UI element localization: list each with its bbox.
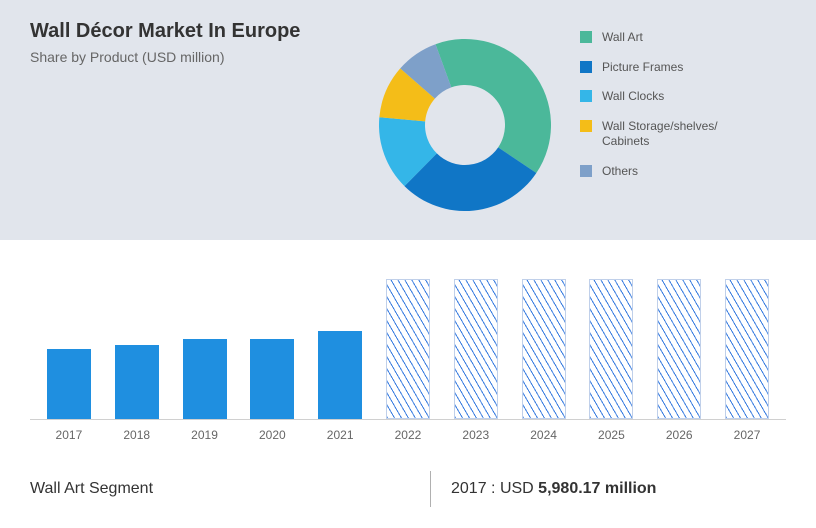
bar-column xyxy=(103,345,171,419)
bar-solid xyxy=(318,331,362,419)
legend-item: Picture Frames xyxy=(580,60,786,76)
legend-swatch xyxy=(580,31,592,43)
bar-forecast xyxy=(657,279,701,419)
legend-swatch xyxy=(580,61,592,73)
footer-section: Wall Art Segment 2017 : USD 5,980.17 mil… xyxy=(0,450,816,528)
page-title: Wall Décor Market In Europe xyxy=(30,20,360,43)
bar-labels: 2017201820192020202120222023202420252026… xyxy=(30,420,786,442)
donut-svg xyxy=(375,35,555,215)
legend-swatch xyxy=(580,90,592,102)
bar-chart xyxy=(30,270,786,420)
bar-x-label: 2020 xyxy=(238,428,306,442)
bar-x-label: 2026 xyxy=(645,428,713,442)
segment-amount: 5,980.17 million xyxy=(538,480,656,497)
bar-forecast xyxy=(725,279,769,419)
bar-column xyxy=(713,279,781,419)
bar-forecast xyxy=(386,279,430,419)
bar-x-label: 2022 xyxy=(374,428,442,442)
bar-section: 2017201820192020202120222023202420252026… xyxy=(0,240,816,450)
bar-column xyxy=(238,339,306,419)
bar-solid xyxy=(115,345,159,419)
donut-slice xyxy=(436,39,551,173)
bar-column xyxy=(171,339,239,419)
bar-forecast xyxy=(589,279,633,419)
donut-legend: Wall Art Picture Frames Wall Clocks Wall St… xyxy=(570,20,786,230)
segment-value: 2017 : USD 5,980.17 million xyxy=(451,480,656,498)
legend-label: Wall Art xyxy=(602,30,643,46)
legend-item: Wall Art xyxy=(580,30,786,46)
bar-x-label: 2025 xyxy=(578,428,646,442)
bar-x-label: 2017 xyxy=(35,428,103,442)
bar-x-label: 2021 xyxy=(306,428,374,442)
legend-item: Others xyxy=(580,164,786,180)
donut-chart xyxy=(360,20,570,230)
page-subtitle: Share by Product (USD million) xyxy=(30,49,360,65)
bar-x-label: 2024 xyxy=(510,428,578,442)
bar-solid xyxy=(183,339,227,419)
bar-column xyxy=(510,279,578,419)
segment-prefix: USD xyxy=(500,480,534,497)
legend-label: Picture Frames xyxy=(602,60,683,76)
bar-column xyxy=(306,331,374,419)
legend-label: Wall Storage/shelves/Cabinets xyxy=(602,119,718,150)
bar-column xyxy=(578,279,646,419)
bar-column xyxy=(35,349,103,419)
segment-name: Wall Art Segment xyxy=(30,480,410,498)
legend-swatch xyxy=(580,120,592,132)
legend-label: Wall Clocks xyxy=(602,89,664,105)
top-section: Wall Décor Market In Europe Share by Pro… xyxy=(0,0,816,240)
legend-item: Wall Clocks xyxy=(580,89,786,105)
bar-forecast xyxy=(454,279,498,419)
bar-x-label: 2023 xyxy=(442,428,510,442)
divider xyxy=(430,471,431,507)
bar-x-label: 2027 xyxy=(713,428,781,442)
bar-x-label: 2019 xyxy=(171,428,239,442)
title-block: Wall Décor Market In Europe Share by Pro… xyxy=(30,20,360,230)
bar-forecast xyxy=(522,279,566,419)
bar-solid xyxy=(250,339,294,419)
legend-label: Others xyxy=(602,164,638,180)
segment-year: 2017 xyxy=(451,480,487,497)
bar-solid xyxy=(47,349,91,419)
bar-column xyxy=(645,279,713,419)
bar-column xyxy=(442,279,510,419)
legend-item: Wall Storage/shelves/Cabinets xyxy=(580,119,786,150)
bar-column xyxy=(374,279,442,419)
bar-x-label: 2018 xyxy=(103,428,171,442)
legend-swatch xyxy=(580,165,592,177)
